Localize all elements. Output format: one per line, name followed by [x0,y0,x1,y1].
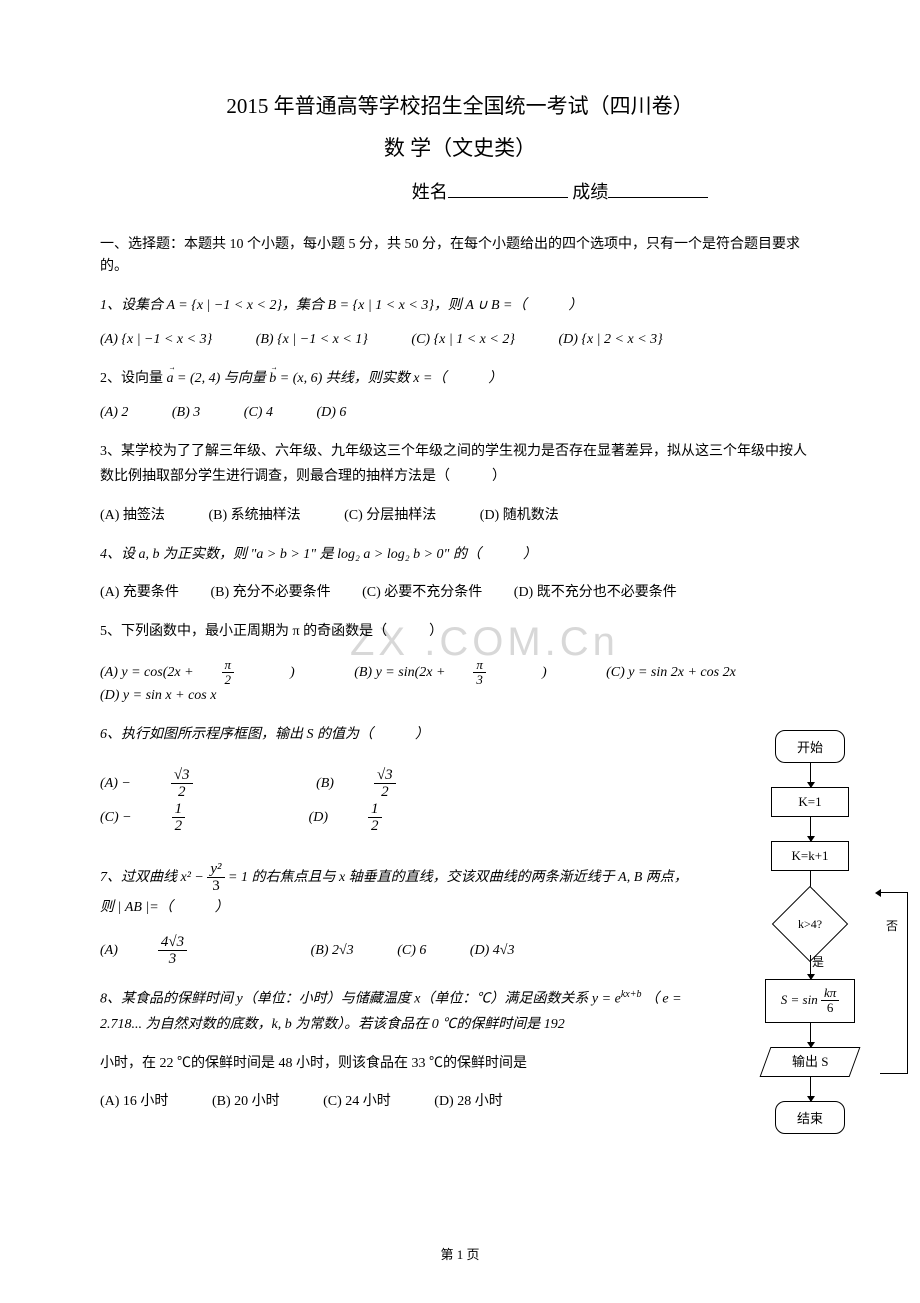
q2-stem: 2、设向量 a = (2, 4) 与向量 b = (x, 6) 共线，则实数 x… [100,366,820,391]
q6-opt-b: (B) √32 [316,767,476,801]
q7-opt-c: (C) 6 [397,943,426,959]
q7-stem: 7、过双曲线 x² − y²3 = 1 的右焦点且与 x 轴垂直的直线，交该双曲… [100,861,700,920]
q7-a-pre: (A) [100,943,118,959]
q2-opt-a: (A) 2 [100,405,128,421]
q6-a-pre: (A) − [100,776,131,792]
q5-opt-a: (A) y = cos(2x + π2) [100,658,323,688]
q1-stem-text: 1、设集合 A = {x | −1 < x < 2}，集合 B = {x | 1… [100,298,582,313]
q7-opt-b: (B) 2√3 [311,943,354,959]
q5-a-den: 2 [222,673,235,687]
page-footer: 第 1 页 [0,1244,920,1263]
name-score-row: 姓名 成绩 [100,178,820,204]
q5-a-pre: (A) y = cos(2x + [100,665,194,681]
q2-opt-b: (B) 3 [172,405,200,421]
q6-c-num: 1 [172,801,186,819]
q2-options: (A) 2 (B) 3 (C) 4 (D) 6 [100,405,820,421]
q6-c-den: 2 [172,818,186,835]
q4-opt-c: (C) 必要不充分条件 [362,581,482,601]
q5-b-pre: (B) y = sin(2x + [354,665,445,681]
fc-no-label: 否 [886,917,898,934]
q6-d-pre: (D) [309,810,328,826]
q1-opt-d: (D) {x | 2 < x < 3} [558,332,662,348]
q6-b-pre: (B) [316,776,334,792]
q8-stem: 8、某食品的保鲜时间 y（单位：小时）与储藏温度 x（单位：℃）满足函数关系 y… [100,986,700,1037]
q2-pre: 2、设向量 [100,371,167,386]
q6-options: (A) − √32 (B) √32 (C) − 12 (D) 12 [100,767,700,835]
q8-opt-a: (A) 16 小时 [100,1090,168,1110]
q5-b-den: 3 [473,673,486,687]
q7-pre: 7、过双曲线 x² − [100,870,207,885]
q7-num: y² [207,861,224,879]
q6-b-num: √3 [374,767,396,785]
q8-sup: kx+b [621,989,642,1000]
q3-opt-b: (B) 系统抽样法 [208,504,300,524]
fc-calc-num: kπ [821,986,839,1001]
q2-opt-d: (D) 6 [316,405,346,421]
q4-opt-d: (D) 既不充分也不必要条件 [514,581,677,601]
q6-opt-a: (A) − √32 [100,767,273,801]
q5-opt-d: (D) y = sin x + cos x [100,688,216,704]
score-blank [608,180,708,198]
q1-options: (A) {x | −1 < x < 3} (B) {x | −1 < x < 1… [100,332,820,348]
q8-stem1: 8、某食品的保鲜时间 y（单位：小时）与储藏温度 x（单位：℃）满足函数关系 y… [100,992,621,1007]
q6-opt-c: (C) − 12 [100,801,265,835]
q6-stem: 6、执行如图所示程序框图，输出 S 的值为（ ） [100,722,700,747]
q1-stem: 1、设集合 A = {x | −1 < x < 2}，集合 B = {x | 1… [100,293,820,318]
q6-b-den: 2 [374,784,396,801]
q8-opt-c: (C) 24 小时 [323,1090,391,1110]
q4-opt-a: (A) 充要条件 [100,581,179,601]
q5-a-post: ) [290,665,295,681]
q7-a-num: 4√3 [158,934,187,952]
q6-a-num: √3 [171,767,193,785]
page-content: 2015 年普通高等学校招生全国统一考试（四川卷） 数 学（文史类） 姓名 成绩… [100,90,820,1110]
q4-options: (A) 充要条件 (B) 充分不必要条件 (C) 必要不充分条件 (D) 既不充… [100,581,820,601]
q8-stem2: 小时，在 22 ℃的保鲜时间是 48 小时，则该食品在 33 ℃的保鲜时间是 [100,1051,700,1076]
q3-options: (A) 抽签法 (B) 系统抽样法 (C) 分层抽样法 (D) 随机数法 [100,504,820,524]
q4-stem: 4、设 a, b 为正实数，则 "a > b > 1" 是 log₂ a > l… [100,542,820,567]
q3-opt-a: (A) 抽签法 [100,504,165,524]
q4-opt-b: (B) 充分不必要条件 [210,581,330,601]
q2-vec-b: b [269,371,276,386]
q7-a-den: 3 [158,951,187,968]
q6-d-den: 2 [368,818,382,835]
q7-options: (A) 4√33 (B) 2√3 (C) 6 (D) 4√3 [100,934,700,968]
q6-opt-d: (D) 12 [309,801,462,835]
exam-title-2: 数 学（文史类） [100,132,820,162]
fc-calc-den: 6 [821,1001,839,1015]
q7-opt-d: (D) 4√3 [470,943,515,959]
q7-den: 3 [207,878,224,895]
q8-options: (A) 16 小时 (B) 20 小时 (C) 24 小时 (D) 28 小时 [100,1090,700,1110]
q6-d-num: 1 [368,801,382,819]
q4-stem-text: 4、设 a, b 为正实数，则 "a > b > 1" 是 log₂ a > l… [100,547,537,562]
name-blank [448,180,568,198]
q6-stem-text: 6、执行如图所示程序框图，输出 S 的值为（ ） [100,727,429,742]
q8-opt-d: (D) 28 小时 [434,1090,502,1110]
q2-vec-a: a [167,371,174,386]
q2-mid2: = (x, 6) 共线，则实数 x =（ ） [276,371,502,386]
q5-stem-text: 5、下列函数中，最小正周期为 π 的奇函数是（ ） [100,624,443,639]
q8-opt-b: (B) 20 小时 [212,1090,280,1110]
q1-opt-b: (B) {x | −1 < x < 1} [256,332,368,348]
q6-c-pre: (C) − [100,810,132,826]
section-1-heading: 一、选择题：本题共 10 个小题，每小题 5 分，共 50 分，在每个小题给出的… [100,234,820,279]
q3-opt-c: (C) 分层抽样法 [344,504,436,524]
q7-opt-a: (A) 4√33 [100,934,267,968]
q5-options: (A) y = cos(2x + π2) (B) y = sin(2x + π3… [100,658,820,704]
q5-a-num: π [222,658,235,673]
score-label: 成绩 [572,182,608,202]
name-label: 姓名 [412,182,448,202]
q2-mid1: = (2, 4) 与向量 [174,371,270,386]
q5-b-num: π [473,658,486,673]
q5-opt-b: (B) y = sin(2x + π3) [354,658,574,688]
exam-title-1: 2015 年普通高等学校招生全国统一考试（四川卷） [100,90,820,120]
q3-opt-d: (D) 随机数法 [480,504,559,524]
q5-stem: 5、下列函数中，最小正周期为 π 的奇函数是（ ） [100,619,820,644]
q5-b-post: ) [542,665,547,681]
q6-a-den: 2 [171,784,193,801]
q2-opt-c: (C) 4 [244,405,273,421]
q1-opt-c: (C) {x | 1 < x < 2} [411,332,515,348]
q3-stem: 3、某学校为了了解三年级、六年级、九年级这三个年级之间的学生视力是否存在显著差异… [100,439,820,489]
q1-opt-a: (A) {x | −1 < x < 3} [100,332,212,348]
q5-opt-c: (C) y = sin 2x + cos 2x [606,665,736,681]
